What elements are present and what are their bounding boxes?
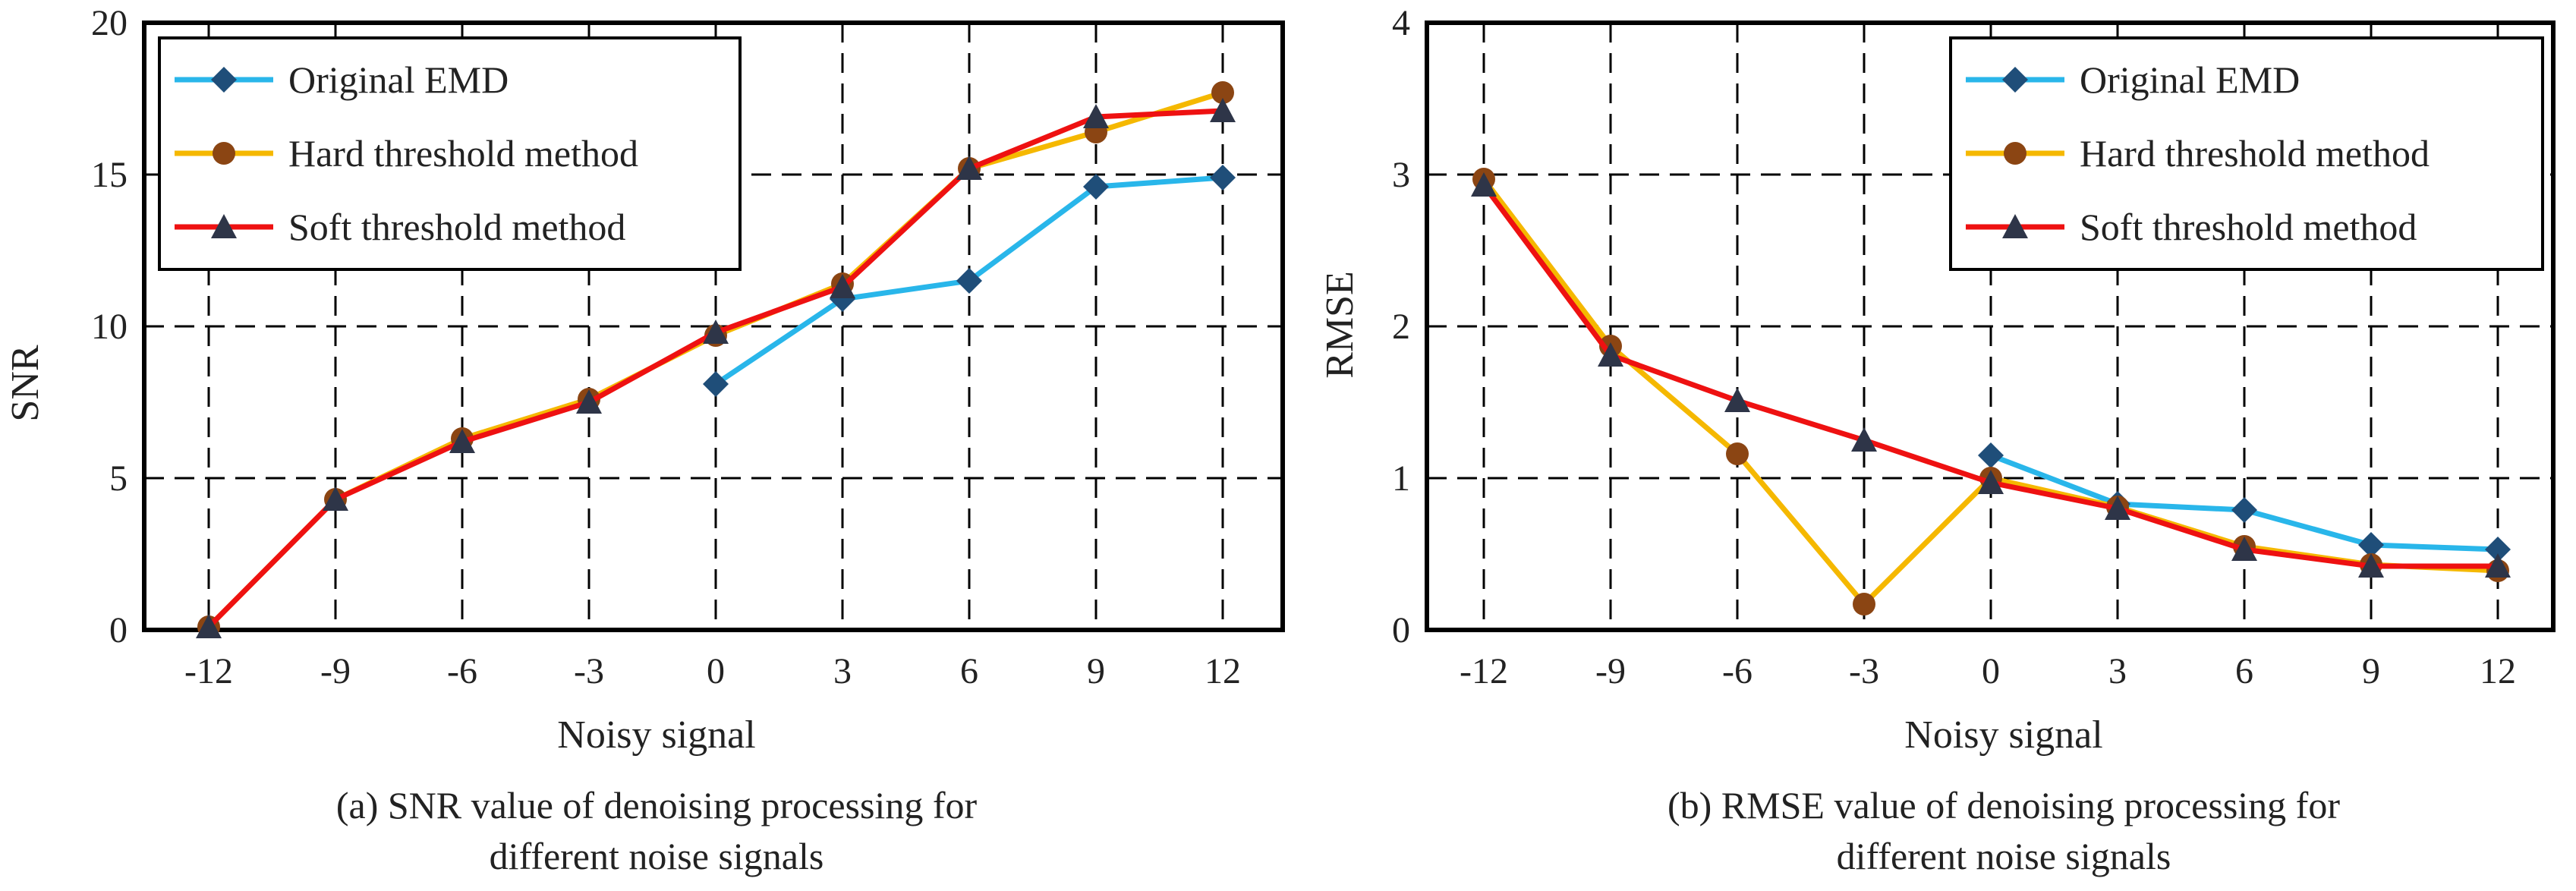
data-point-soft bbox=[576, 389, 602, 414]
legend-marker-soft bbox=[211, 214, 237, 238]
data-point-soft bbox=[1598, 342, 1623, 367]
chart-b-ylabel: RMSE bbox=[1318, 271, 1362, 379]
legend-label-hard: Hard threshold method bbox=[2080, 132, 2430, 175]
x-tick-label: -6 bbox=[447, 651, 477, 691]
data-point-original bbox=[956, 268, 982, 294]
data-point-original bbox=[703, 371, 729, 397]
series-soft bbox=[196, 98, 1236, 638]
data-point-original bbox=[1210, 165, 1236, 190]
x-tick-label: 6 bbox=[960, 651, 978, 691]
x-tick-label: -12 bbox=[1460, 651, 1508, 691]
legend-marker-hard bbox=[2004, 142, 2026, 165]
x-tick-label: 0 bbox=[707, 651, 725, 691]
data-point-soft bbox=[1724, 388, 1750, 412]
series-soft bbox=[1471, 172, 2511, 578]
legend-marker-hard bbox=[213, 142, 235, 165]
data-point-original bbox=[2358, 532, 2384, 558]
y-tick-label: 4 bbox=[1392, 3, 1410, 43]
data-point-soft bbox=[703, 320, 729, 344]
data-point-soft bbox=[196, 614, 222, 638]
y-tick-label: 20 bbox=[91, 3, 128, 43]
y-tick-label: 1 bbox=[1392, 458, 1410, 499]
chart-0-plot-frame bbox=[142, 20, 1285, 632]
x-tick-label: -9 bbox=[1595, 651, 1626, 691]
chart-b-xlabel: Noisy signal bbox=[1904, 713, 2102, 757]
y-tick-label: 0 bbox=[1392, 610, 1410, 650]
legend-marker-original bbox=[211, 67, 237, 93]
x-tick-label: -3 bbox=[574, 651, 604, 691]
data-point-soft bbox=[1978, 470, 2004, 494]
y-tick-label: 0 bbox=[109, 610, 128, 650]
x-tick-label: 12 bbox=[2480, 651, 2516, 691]
chart-1-legend: Original EMD Hard threshold method Soft th… bbox=[1949, 36, 2544, 271]
chart-a-xlabel: Noisy signal bbox=[557, 713, 755, 757]
chart-a-ylabel: SNR bbox=[4, 345, 47, 421]
x-tick-label: 3 bbox=[833, 651, 852, 691]
chart-a-caption-line1: (a) SNR value of denoising processing fo… bbox=[336, 784, 978, 826]
data-point-soft bbox=[1210, 98, 1236, 122]
chart-b-caption-line1: (b) RMSE value of denoising processing f… bbox=[1667, 784, 2340, 826]
y-tick-label: 2 bbox=[1392, 307, 1410, 347]
data-point-soft bbox=[2105, 496, 2130, 520]
data-point-hard bbox=[1211, 81, 1234, 104]
chart-b-rmse: RMSE Noisy signal (b) RMSE value of deno… bbox=[1318, 3, 2556, 877]
y-tick-label: 10 bbox=[91, 307, 128, 347]
x-tick-label: -9 bbox=[320, 651, 351, 691]
data-point-soft bbox=[2231, 537, 2257, 561]
x-tick-label: 6 bbox=[2235, 651, 2253, 691]
data-point-soft bbox=[1851, 427, 1877, 452]
chart-a-caption-line2: different noise signals bbox=[490, 835, 824, 877]
legend-label-original: Original EMD bbox=[288, 58, 509, 101]
data-point-soft bbox=[2358, 553, 2384, 578]
x-tick-label: 12 bbox=[1205, 651, 1241, 691]
x-tick-label: -12 bbox=[184, 651, 233, 691]
data-point-original bbox=[2485, 537, 2511, 562]
data-point-soft bbox=[956, 156, 982, 180]
data-point-soft bbox=[2485, 553, 2511, 578]
data-point-original bbox=[1083, 174, 1109, 200]
legend-label-original: Original EMD bbox=[2080, 58, 2300, 101]
x-tick-label: 0 bbox=[1982, 651, 2000, 691]
legend-marker-original bbox=[2002, 67, 2028, 93]
data-point-soft bbox=[323, 486, 348, 511]
data-point-soft bbox=[830, 274, 855, 298]
chart-0-legend: Original EMD Hard threshold method Soft th… bbox=[158, 36, 742, 271]
chart-a-snr: SNR Noisy signal (a) SNR value of denois… bbox=[4, 3, 1285, 877]
data-point-hard bbox=[1853, 593, 1875, 616]
data-point-original bbox=[2231, 497, 2257, 523]
x-tick-label: -6 bbox=[1722, 651, 1752, 691]
x-tick-label: -3 bbox=[1849, 651, 1879, 691]
y-tick-label: 15 bbox=[91, 155, 128, 195]
y-tick-label: 3 bbox=[1392, 155, 1410, 195]
x-tick-label: 3 bbox=[2108, 651, 2127, 691]
legend-marker-soft bbox=[2002, 214, 2028, 238]
x-tick-label: 9 bbox=[2362, 651, 2380, 691]
legend-box bbox=[1949, 36, 2544, 271]
chart-b-caption-line2: different noise signals bbox=[1837, 835, 2171, 877]
data-point-soft bbox=[1083, 104, 1109, 128]
data-point-hard bbox=[1726, 442, 1749, 465]
legend-label-soft: Soft threshold method bbox=[288, 206, 625, 248]
y-tick-label: 5 bbox=[109, 458, 128, 499]
chart-1-plot-frame bbox=[1425, 20, 2556, 632]
data-point-soft bbox=[1471, 172, 1497, 197]
legend-label-soft: Soft threshold method bbox=[2080, 206, 2417, 248]
data-point-original bbox=[1978, 442, 2004, 468]
data-point-soft bbox=[449, 429, 475, 453]
legend-label-hard: Hard threshold method bbox=[288, 132, 638, 175]
x-tick-label: 9 bbox=[1087, 651, 1105, 691]
